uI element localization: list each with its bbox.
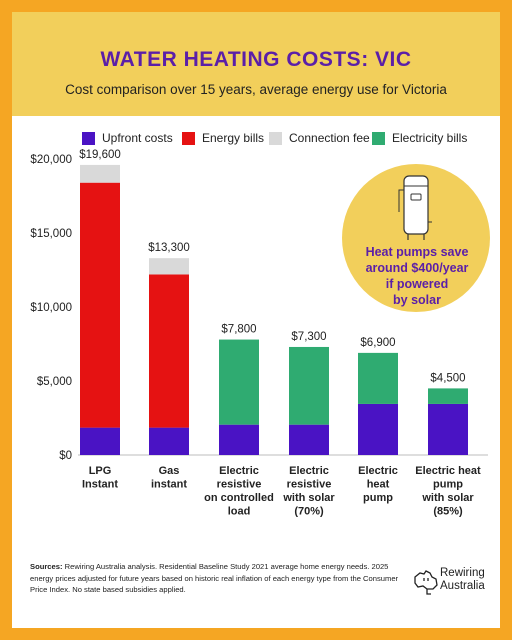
- sources-text: Rewiring Australia analysis. Residential…: [30, 562, 399, 594]
- bar-segment-electricity-bills: [219, 339, 259, 425]
- bars: [80, 164, 468, 455]
- bar-segment-upfront-costs: [428, 403, 468, 455]
- callout-line: around $400/year: [365, 261, 469, 275]
- category-label: Electric resistive on controlled load: [204, 465, 274, 518]
- legend-label-upfront: Upfront costs: [102, 131, 173, 145]
- y-tick-label: $10,000: [30, 302, 72, 314]
- legend-swatch-electricity: [372, 131, 385, 145]
- category-label-line: Electric: [219, 465, 259, 477]
- bar-total-label: $7,800: [221, 324, 256, 336]
- sources-label: Sources:: [30, 562, 63, 571]
- bar-segment-connection-fee: [149, 258, 189, 275]
- bar-total-label: $19,600: [79, 149, 121, 161]
- infographic-frame: Water heating costs: VIC Cost comparison…: [12, 12, 500, 628]
- bar-segment-electricity-bills: [428, 388, 468, 404]
- category-label-line: pump: [433, 479, 463, 491]
- legend-item-connection: Connection fee: [269, 129, 370, 147]
- legend-label-energy: Energy bills: [202, 131, 265, 145]
- bar-segment-upfront-costs: [149, 427, 189, 455]
- bar-segment-upfront-costs: [219, 424, 259, 455]
- bar-segment-electricity-bills: [358, 352, 398, 404]
- category-label-line: Instant: [82, 479, 118, 491]
- category-label-line: Electric heat: [415, 465, 481, 477]
- bar-segment-energy-bills: [149, 274, 189, 428]
- y-tick-label: $5,000: [37, 376, 72, 388]
- page-title: Water heating costs: VIC: [100, 48, 412, 71]
- logo-line-2: Australia: [440, 580, 485, 592]
- legend-swatch-energy: [182, 131, 195, 145]
- legend-label-connection: Connection fee: [289, 131, 370, 145]
- category-label-line: LPG: [89, 465, 112, 477]
- y-tick-label: $0: [59, 450, 72, 462]
- bar-segment-upfront-costs: [80, 427, 120, 455]
- legend-item-electricity: Electricity bills: [372, 129, 467, 147]
- category-label-line: instant: [151, 479, 187, 491]
- rewiring-australia-logo: Rewiring Australia: [412, 565, 492, 601]
- category-label-line: (70%): [294, 506, 324, 518]
- category-label-line: with solar: [282, 492, 335, 504]
- legend-item-upfront: Upfront costs: [82, 129, 173, 147]
- legend-swatch-upfront: [82, 131, 95, 145]
- category-label-line: Electric: [289, 465, 329, 477]
- bar-segment-upfront-costs: [358, 403, 398, 455]
- y-tick-label: $15,000: [30, 228, 72, 240]
- chart-legend: Upfront costs Energy bills Connection fe…: [12, 129, 500, 147]
- callout-line: Heat pumps save: [365, 245, 469, 259]
- category-label-line: resistive: [217, 479, 262, 491]
- header-banner: Water heating costs: VIC Cost comparison…: [12, 12, 500, 116]
- category-label: LPG Instant: [82, 465, 118, 491]
- legend-swatch-connection: [269, 131, 282, 145]
- category-label: Gas instant: [151, 465, 187, 491]
- bar-total-label: $4,500: [430, 372, 465, 384]
- bar-total-label: $6,900: [360, 337, 395, 349]
- sources-note: Sources: Rewiring Australia analysis. Re…: [30, 561, 408, 596]
- bar-segment-energy-bills: [80, 182, 120, 428]
- category-label-line: load: [228, 506, 251, 518]
- category-label-line: Gas: [159, 465, 180, 477]
- page-subtitle: Cost comparison over 15 years, average e…: [65, 82, 447, 97]
- bar-total-label: $7,300: [291, 331, 326, 343]
- category-label-line: (85%): [433, 506, 463, 518]
- bar-totals: $19,600 $13,300 $7,800 $7,300 $6,900 $4,500: [79, 149, 465, 384]
- category-label-line: resistive: [287, 479, 332, 491]
- callout-text: Heat pumps save around $400/year if powe…: [350, 244, 484, 308]
- stacked-bar-chart: $0 $5,000 $10,000 $15,000 $20,000 $19,600 $13…: [30, 149, 488, 518]
- category-label: Electric heat pump with solar (85%): [415, 465, 481, 518]
- bar-segment-electricity-bills: [289, 346, 329, 425]
- logo-line-1: Rewiring: [440, 567, 485, 579]
- category-label: Electric heat pump: [358, 465, 398, 504]
- logo-text: Rewiring Australia: [440, 567, 485, 593]
- legend-item-energy: Energy bills: [182, 129, 264, 147]
- category-label: Electric resistive with solar (70%): [282, 465, 335, 518]
- y-tick-label: $20,000: [30, 154, 72, 166]
- callout-line: by solar: [393, 293, 441, 307]
- bar-total-label: $13,300: [148, 242, 190, 254]
- water-heater-icon: [398, 175, 432, 240]
- bar-segment-connection-fee: [80, 164, 120, 183]
- category-label-line: on controlled: [204, 492, 274, 504]
- category-label-line: heat: [367, 479, 390, 491]
- callout-line: if powered: [385, 277, 449, 291]
- australia-plug-icon: [414, 570, 438, 595]
- legend-label-electricity: Electricity bills: [392, 131, 468, 145]
- y-axis: $0 $5,000 $10,000 $15,000 $20,000: [30, 154, 488, 462]
- bar-segment-upfront-costs: [289, 424, 329, 455]
- category-label-line: with solar: [421, 492, 474, 504]
- category-label-line: Electric: [358, 465, 398, 477]
- category-label-line: pump: [363, 492, 393, 504]
